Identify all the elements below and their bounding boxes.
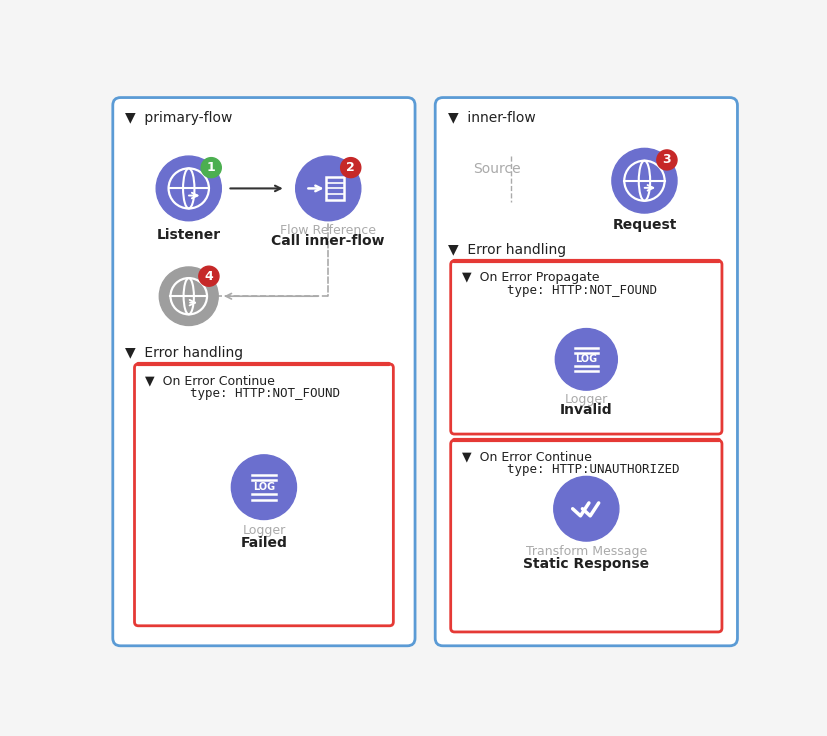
Text: type: HTTP:NOT_FOUND: type: HTTP:NOT_FOUND: [146, 386, 340, 400]
Text: ▼  Error handling: ▼ Error handling: [125, 346, 243, 360]
Circle shape: [553, 476, 618, 541]
Text: ▼  On Error Continue: ▼ On Error Continue: [146, 375, 275, 387]
Circle shape: [198, 266, 218, 286]
FancyBboxPatch shape: [450, 261, 721, 434]
Text: ▼  primary-flow: ▼ primary-flow: [125, 110, 232, 124]
Text: Static Response: Static Response: [523, 557, 648, 571]
Circle shape: [611, 149, 676, 213]
Text: Flow Reference: Flow Reference: [280, 224, 375, 236]
FancyBboxPatch shape: [112, 98, 414, 645]
Text: 1: 1: [207, 161, 215, 174]
Text: Source: Source: [473, 162, 520, 176]
Circle shape: [156, 156, 221, 221]
Text: ▼  inner-flow: ▼ inner-flow: [447, 110, 535, 124]
FancyBboxPatch shape: [134, 364, 393, 626]
FancyBboxPatch shape: [435, 98, 737, 645]
Text: 3: 3: [662, 153, 671, 166]
Text: Listener: Listener: [156, 227, 221, 241]
Text: type: HTTP:UNAUTHORIZED: type: HTTP:UNAUTHORIZED: [461, 463, 678, 476]
Text: 4: 4: [204, 269, 213, 283]
Text: LOG: LOG: [252, 482, 275, 492]
Text: type: HTTP:NOT_FOUND: type: HTTP:NOT_FOUND: [461, 283, 656, 297]
Text: Logger: Logger: [242, 524, 285, 537]
Circle shape: [159, 267, 218, 325]
Text: Transform Message: Transform Message: [525, 545, 646, 559]
Text: Invalid: Invalid: [559, 403, 612, 417]
FancyBboxPatch shape: [450, 440, 721, 632]
Text: LOG: LOG: [575, 354, 596, 364]
Circle shape: [231, 455, 296, 520]
Circle shape: [656, 150, 676, 170]
Text: 2: 2: [346, 161, 355, 174]
Circle shape: [295, 156, 361, 221]
Circle shape: [555, 328, 617, 390]
Text: Call inner-flow: Call inner-flow: [271, 234, 385, 248]
Text: Failed: Failed: [240, 536, 287, 550]
Text: Request: Request: [611, 219, 676, 233]
Text: ▼  On Error Propagate: ▼ On Error Propagate: [461, 272, 598, 284]
Text: ▼  Error handling: ▼ Error handling: [447, 243, 565, 257]
Circle shape: [340, 158, 361, 177]
Text: ▼  On Error Continue: ▼ On Error Continue: [461, 450, 590, 464]
Text: Logger: Logger: [564, 393, 607, 406]
Circle shape: [201, 158, 221, 177]
